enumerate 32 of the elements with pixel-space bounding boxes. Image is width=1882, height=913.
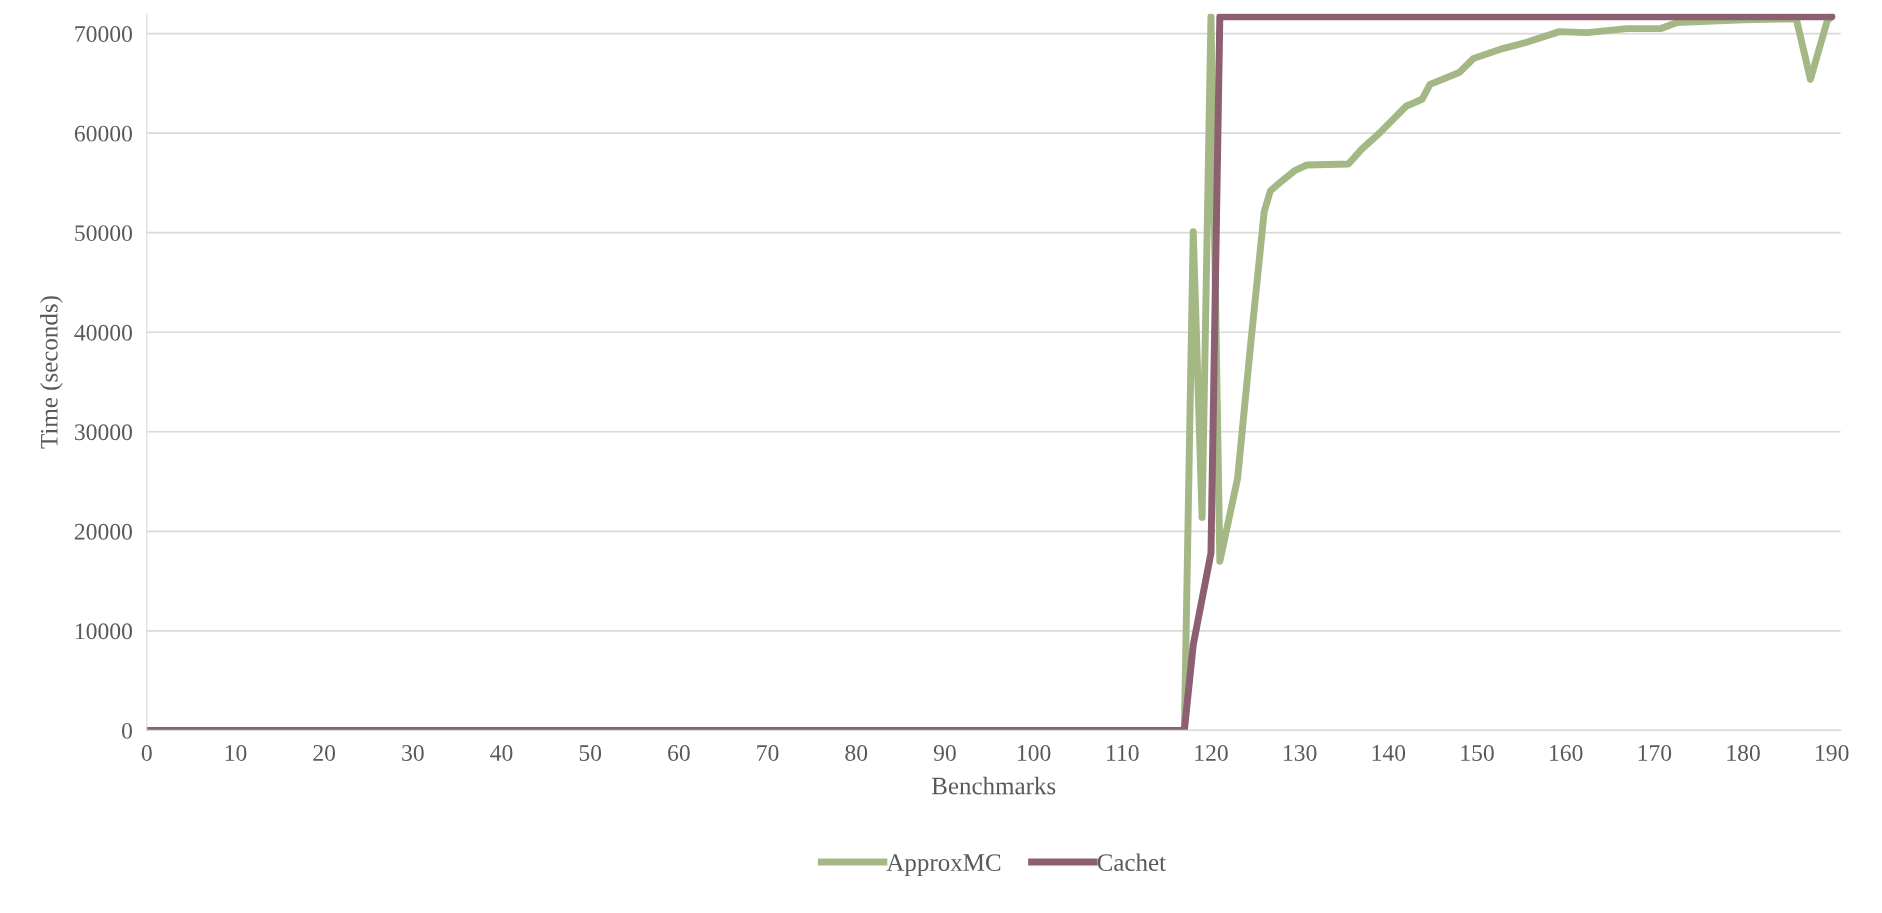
x-tick-label: 160 [1550, 744, 1583, 761]
x-tick-label: 50 [579, 744, 602, 761]
x-tick-label: 100 [1017, 744, 1051, 761]
x-tick-label: 180 [1727, 744, 1760, 761]
x-tick-label: 10 [225, 744, 247, 761]
legend-label: ApproxMC [886, 854, 1001, 877]
y-tick-label: 60000 [74, 125, 133, 142]
x-tick-label: 110 [1107, 744, 1139, 761]
x-tick-label: 170 [1638, 744, 1672, 761]
y-axis-title: Time (seconds) [40, 296, 63, 449]
x-tick-label: 130 [1284, 744, 1317, 761]
y-tick-label: 0 [122, 722, 133, 739]
x-tick-label: 60 [668, 744, 690, 761]
x-axis-title: Benchmarks [931, 776, 1056, 795]
legend-label: Cachet [1097, 853, 1166, 871]
y-tick-label: 40000 [74, 324, 133, 341]
y-tick-label: 70000 [75, 26, 133, 43]
x-tick-label: 140 [1372, 744, 1406, 761]
y-tick-label: 30000 [75, 424, 133, 441]
x-tick-label: 120 [1195, 744, 1228, 761]
y-tick-label: 50000 [75, 225, 133, 242]
x-tick-label: 150 [1461, 744, 1494, 761]
x-tick-label: 0 [141, 744, 152, 761]
y-tick-label: 20000 [74, 523, 133, 540]
x-tick-label: 90 [933, 744, 956, 761]
x-tick-label: 70 [757, 744, 779, 761]
x-tick-label: 190 [1816, 744, 1849, 761]
x-tick-label: 30 [402, 744, 424, 761]
y-tick-label: 10000 [75, 623, 133, 640]
x-tick-label: 40 [490, 744, 513, 761]
x-tick-label: 80 [845, 744, 868, 761]
x-tick-label: 20 [313, 744, 336, 761]
